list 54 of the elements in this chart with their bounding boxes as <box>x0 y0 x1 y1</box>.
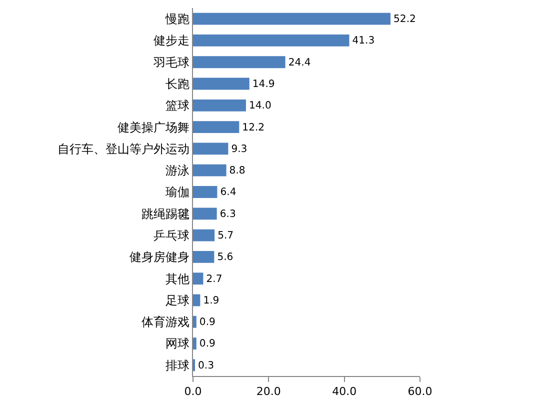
y-tick-label: 健美操广场舞 <box>118 120 190 134</box>
data-label: 6.4 <box>220 187 236 198</box>
x-tick-label: 60.0 <box>408 385 432 398</box>
y-tick-label: 自行车、登山等户外运动 <box>58 142 190 156</box>
y-tick-label: 乒乓球 <box>154 228 190 242</box>
bar <box>193 229 215 242</box>
y-tick-label: 网球 <box>166 336 190 351</box>
bar <box>193 99 246 112</box>
y-tick-label: 健步走 <box>154 34 190 48</box>
y-tick-label: 羽毛球 <box>152 55 190 70</box>
data-label: 2.7 <box>206 274 222 285</box>
data-label: 9.3 <box>231 144 248 155</box>
data-label: 0.3 <box>198 360 214 372</box>
bar <box>193 250 214 263</box>
bar <box>193 12 390 25</box>
bar <box>193 56 286 68</box>
data-label: 5.6 <box>217 252 234 264</box>
y-tick-label: 排球 <box>166 358 190 372</box>
data-label: 8.8 <box>229 166 246 177</box>
y-tick-label: 跳绳踢毽 <box>142 206 190 221</box>
x-tick-label: 20.0 <box>256 385 281 398</box>
data-label: 41.3 <box>352 36 375 47</box>
y-tick-label: 慢跑 <box>164 12 190 26</box>
data-label: 0.9 <box>199 338 216 350</box>
bar <box>193 208 217 220</box>
bar <box>193 121 240 134</box>
y-tick-label: 其他 <box>166 272 190 286</box>
y-tick-label: 瑜伽 <box>166 185 190 200</box>
bar <box>193 78 250 90</box>
y-tick-label: 篮球 <box>166 98 190 113</box>
data-label: 5.7 <box>218 230 234 242</box>
bar <box>193 34 350 46</box>
y-tick-label: 体育游戏 <box>142 315 190 330</box>
data-label: 1.9 <box>203 295 220 306</box>
bar <box>193 142 228 155</box>
y-tick-label: 长跑 <box>166 76 190 91</box>
x-tick-label: 40.0 <box>332 385 357 398</box>
x-tick-label: 0.0 <box>184 385 202 398</box>
y-tick-label: 健身房健身 <box>130 250 190 264</box>
data-label: 14.0 <box>248 100 272 112</box>
data-label: 52.2 <box>394 14 416 26</box>
bar <box>193 164 226 176</box>
bar <box>193 186 218 198</box>
data-label: 0.9 <box>199 317 216 328</box>
bar <box>193 272 204 285</box>
data-label: 6.3 <box>220 208 236 220</box>
data-label: 12.2 <box>242 122 265 134</box>
bar <box>193 316 196 328</box>
y-tick-label: 足球 <box>166 293 190 308</box>
data-label: 24.4 <box>288 57 311 68</box>
y-tick-label: 游泳 <box>166 164 190 178</box>
bar <box>193 294 200 306</box>
bar <box>193 338 196 350</box>
data-label: 14.9 <box>252 78 275 90</box>
